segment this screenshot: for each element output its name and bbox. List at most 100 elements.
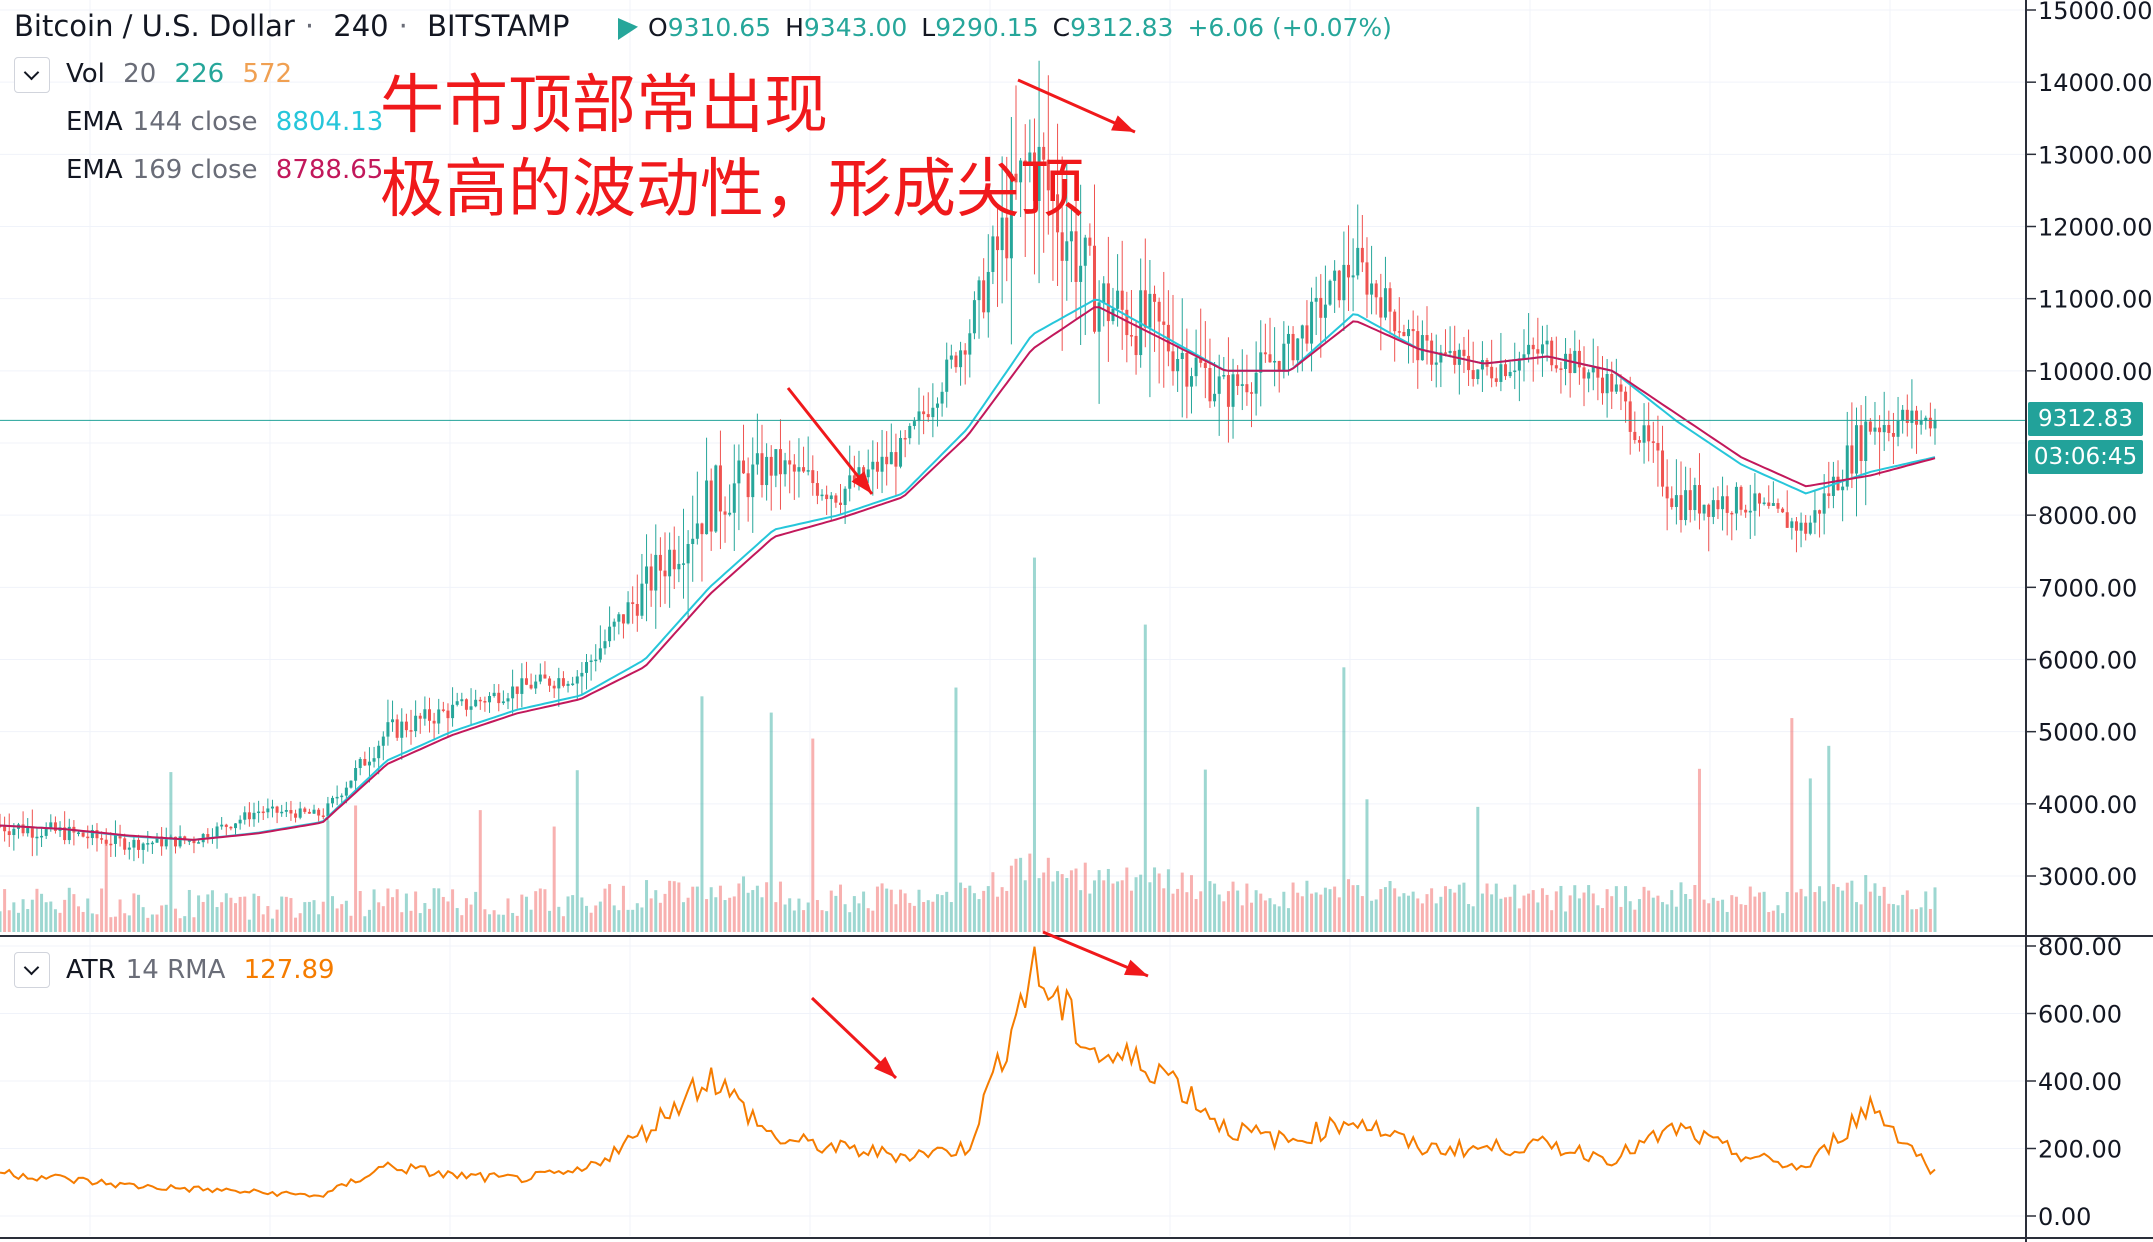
volume-bar — [0, 911, 2, 932]
candle-body — [446, 710, 450, 719]
atr-axis[interactable]: 800.00 600.00 400.00 200.00 0.00 — [2026, 933, 2122, 1231]
volume-bar — [963, 887, 967, 932]
volume-bar — [1915, 909, 1919, 932]
volume-bar — [1448, 888, 1452, 932]
candle-body — [1397, 331, 1401, 333]
volume-bar — [1291, 882, 1295, 932]
volume-bar — [954, 687, 958, 932]
annotation-arrow-head — [873, 1056, 896, 1078]
candle-body — [603, 641, 607, 649]
volume-bar — [1411, 891, 1415, 932]
volume-bar — [885, 888, 889, 932]
volume-bar — [1351, 885, 1355, 932]
candle-body — [1180, 352, 1184, 359]
candle-body — [1776, 503, 1780, 509]
candle-body — [100, 838, 104, 840]
atr-tick-label: 400.00 — [2038, 1068, 2122, 1096]
candle-body — [1928, 417, 1932, 429]
volume-bar — [1836, 886, 1840, 932]
volume-bar — [1088, 893, 1092, 932]
volume-bar — [1370, 900, 1374, 932]
volume-bar — [1758, 892, 1762, 932]
ema169-legend[interactable]: EMA 169 close 8788.65 — [66, 155, 384, 185]
volume-bar — [1333, 886, 1337, 932]
volume-bar — [1647, 890, 1651, 932]
candle-body — [1383, 288, 1387, 318]
candle-body — [44, 827, 48, 836]
volume-bar — [464, 898, 468, 932]
volume-bar — [681, 902, 685, 932]
volume-bar — [1296, 892, 1300, 932]
volume-bar — [982, 890, 986, 932]
volume-bar — [612, 905, 616, 932]
volume-bar — [1471, 906, 1475, 932]
volume-bar — [289, 898, 293, 932]
volume-bar — [1901, 894, 1905, 932]
volume-bar — [1882, 886, 1886, 932]
volume-bar — [668, 880, 672, 932]
volume-bar — [1079, 890, 1083, 932]
candle-body — [700, 523, 704, 535]
low-value: 9290.15 — [935, 13, 1039, 42]
volume-bar — [571, 895, 575, 932]
volume-bar — [197, 895, 201, 932]
ema144-legend[interactable]: EMA 144 close 8804.13 — [66, 107, 384, 137]
candle-body — [1554, 365, 1558, 369]
volume-bar — [1734, 896, 1738, 932]
candle-body — [811, 470, 815, 484]
volume-bar — [912, 905, 916, 932]
volume-bar — [1134, 877, 1138, 932]
candle-body — [1411, 329, 1415, 332]
volume-value-1: 226 — [174, 59, 225, 89]
volume-bar — [511, 912, 515, 932]
candle-body — [1069, 231, 1073, 242]
price-axis[interactable]: 15000.00 14000.00 13000.00 12000.00 11000.00… — [2026, 0, 2153, 891]
candle-body — [1250, 392, 1254, 394]
candle-body — [270, 806, 274, 809]
candle-body — [1711, 500, 1715, 517]
exchange: BITSTAMP — [427, 9, 570, 43]
candle-body — [899, 437, 903, 467]
volume-bar — [178, 918, 182, 932]
volume-bar — [1171, 893, 1175, 932]
volume-bar — [1180, 872, 1184, 932]
volume-legend[interactable]: Vol 20 226 572 — [66, 59, 293, 89]
candle-body — [26, 827, 30, 834]
volume-bars — [0, 557, 1937, 932]
collapse-atr-button[interactable] — [14, 952, 50, 988]
volume-bar — [774, 902, 778, 932]
volume-bar — [90, 913, 94, 932]
candle-body — [645, 566, 649, 584]
candle-body — [575, 676, 579, 684]
candle-body — [63, 827, 67, 841]
volume-bar — [1430, 888, 1434, 932]
collapse-indicators-button[interactable] — [14, 57, 50, 93]
volume-bar — [44, 902, 48, 932]
symbol-legend[interactable]: Bitcoin / U.S. Dollar · 240 · BITSTAMP — [14, 9, 570, 43]
volume-bar — [1831, 884, 1835, 932]
candle-body — [1716, 500, 1720, 510]
candle-body — [123, 838, 127, 850]
candle-body — [432, 720, 436, 724]
volume-bar — [358, 891, 362, 932]
candle-body — [1194, 357, 1198, 377]
candle-body — [1605, 374, 1609, 394]
volume-bar — [839, 884, 843, 932]
volume-bar — [598, 901, 602, 932]
candle-body — [1753, 493, 1757, 511]
volume-bar — [1397, 896, 1401, 932]
candle-body — [67, 826, 71, 841]
volume-bar — [705, 899, 709, 932]
volume-bar — [1314, 892, 1318, 932]
candle-body — [1106, 283, 1110, 322]
volume-bar — [1111, 883, 1115, 932]
volume-bar — [1651, 897, 1655, 932]
volume-bar — [1891, 904, 1895, 932]
candle-body — [423, 709, 427, 719]
atr-legend[interactable]: ATR 14 RMA 127.89 — [66, 955, 335, 985]
volume-bar — [1240, 905, 1244, 932]
candle-body — [469, 706, 473, 710]
candle-body — [1102, 283, 1106, 303]
candle-body — [206, 834, 210, 839]
